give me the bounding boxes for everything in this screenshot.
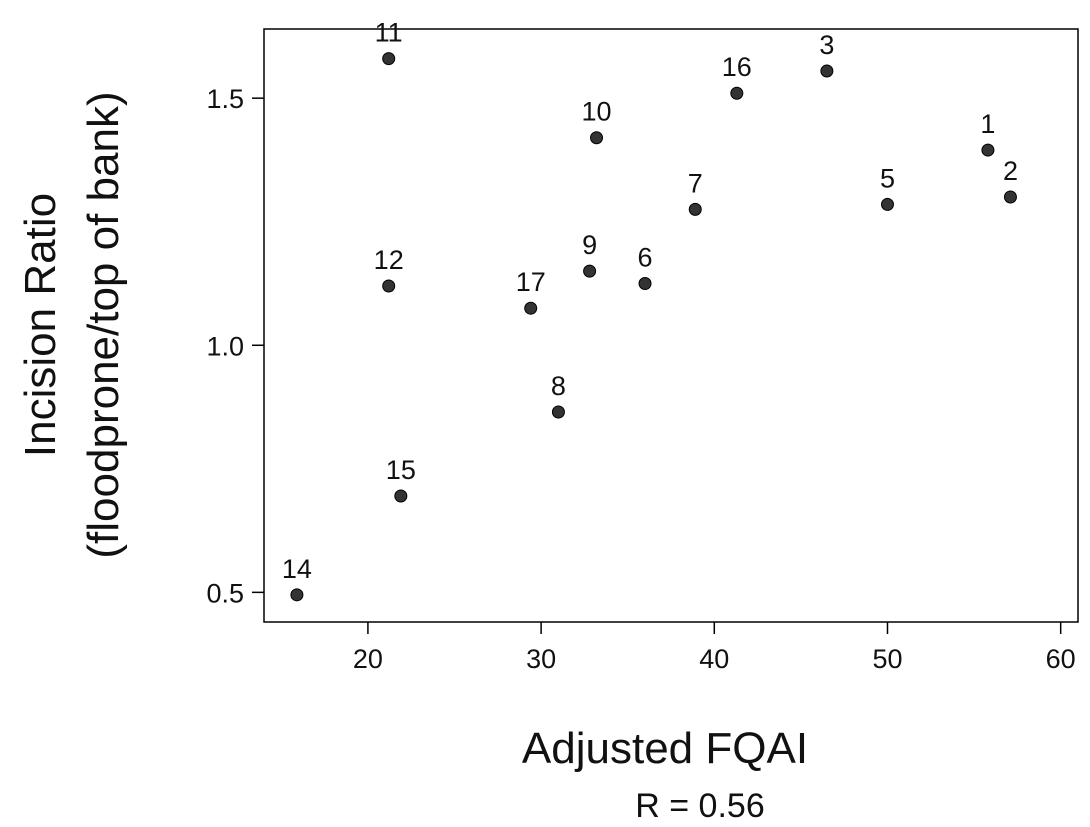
data-point bbox=[880, 197, 894, 211]
data-point bbox=[590, 131, 604, 145]
y-tick-label: 1.5 bbox=[206, 84, 244, 114]
data-point-label: 6 bbox=[638, 242, 653, 272]
x-tick-label: 20 bbox=[353, 644, 383, 674]
y-axis-title-line-1: Incision Ratio bbox=[16, 193, 65, 457]
data-point-label: 5 bbox=[880, 163, 895, 193]
data-point bbox=[382, 52, 396, 66]
data-point bbox=[688, 202, 702, 216]
data-point-label: 1 bbox=[980, 109, 995, 139]
data-point-label: 11 bbox=[375, 18, 403, 48]
y-tick-label: 0.5 bbox=[206, 578, 244, 608]
data-point bbox=[524, 301, 538, 315]
data-point bbox=[394, 489, 408, 503]
data-point-label: 14 bbox=[282, 554, 312, 584]
y-axis: 0.5 1.0 1.5 bbox=[206, 84, 264, 608]
data-point-label: 9 bbox=[582, 230, 597, 260]
data-point bbox=[382, 279, 396, 293]
y-tick-label: 1.0 bbox=[206, 331, 244, 361]
data-point bbox=[551, 405, 565, 419]
correlation-annotation: R = 0.56 bbox=[635, 787, 764, 825]
data-point bbox=[583, 264, 597, 278]
data-point bbox=[638, 276, 652, 290]
data-point bbox=[981, 143, 995, 157]
data-point-label: 16 bbox=[722, 52, 752, 82]
x-axis: 20 30 40 50 60 bbox=[353, 622, 1076, 674]
data-point-label: 7 bbox=[688, 168, 703, 198]
data-point-label: 3 bbox=[819, 30, 834, 60]
data-point-label: 12 bbox=[374, 245, 404, 275]
data-point-label: 2 bbox=[1003, 156, 1018, 186]
x-tick-label: 40 bbox=[699, 644, 729, 674]
data-point-label: 17 bbox=[516, 267, 546, 297]
x-axis-title: Adjusted FQAI bbox=[522, 724, 808, 773]
data-point bbox=[1003, 190, 1017, 204]
y-axis-title-line-2: (floodprone/top of bank) bbox=[79, 91, 128, 558]
data-point bbox=[290, 588, 304, 602]
plot-frame bbox=[263, 28, 1079, 623]
data-point bbox=[730, 86, 744, 100]
data-point-label: 15 bbox=[386, 455, 416, 485]
data-point bbox=[820, 64, 834, 78]
data-point-label: 8 bbox=[551, 371, 566, 401]
x-tick-label: 60 bbox=[1046, 644, 1076, 674]
data-point-label: 10 bbox=[582, 97, 612, 127]
x-tick-label: 30 bbox=[526, 644, 556, 674]
x-tick-label: 50 bbox=[872, 644, 902, 674]
